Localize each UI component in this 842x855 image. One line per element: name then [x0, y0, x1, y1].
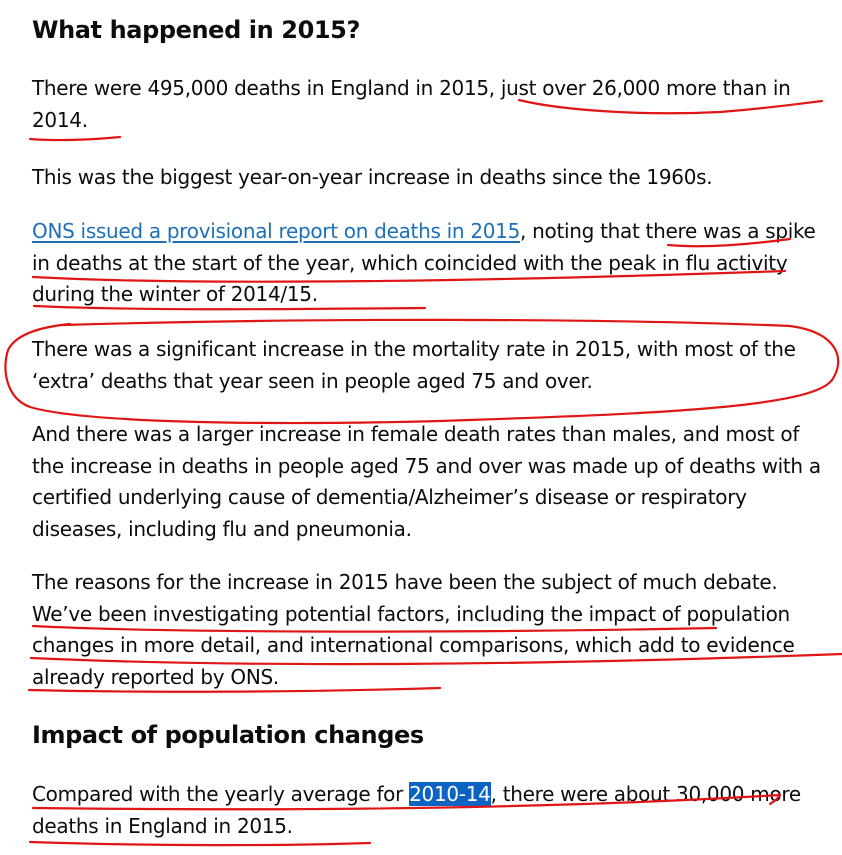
paragraph-ons-report: ONS issued a provisional report on death…: [32, 216, 832, 311]
yearly-average-text-before: Compared with the yearly average for: [32, 782, 410, 806]
paragraph-mortality-rate: There was a significant increase in the …: [32, 337, 796, 393]
paragraph-reasons: The reasons for the increase in 2015 hav…: [32, 570, 795, 689]
underline-in-2014: [28, 135, 122, 142]
paragraph-female-death-rates: And there was a larger increase in femal…: [32, 422, 821, 541]
paragraph-biggest-increase: This was the biggest year-on-year increa…: [32, 165, 713, 189]
ons-report-text: , noting that there was a spike in death…: [32, 219, 816, 306]
heading-population-changes: Impact of population changes: [32, 721, 424, 749]
ons-report-link[interactable]: ONS issued a provisional report on death…: [32, 219, 521, 243]
underline-more-deaths: [28, 840, 372, 847]
paragraph-yearly-average: Compared with the yearly average for 201…: [32, 779, 832, 842]
paragraph-deaths-total: There were 495,000 deaths in England in …: [32, 76, 791, 132]
heading-what-happened: What happened in 2015?: [32, 16, 360, 44]
selected-text-highlight[interactable]: 2010-14: [409, 782, 491, 806]
